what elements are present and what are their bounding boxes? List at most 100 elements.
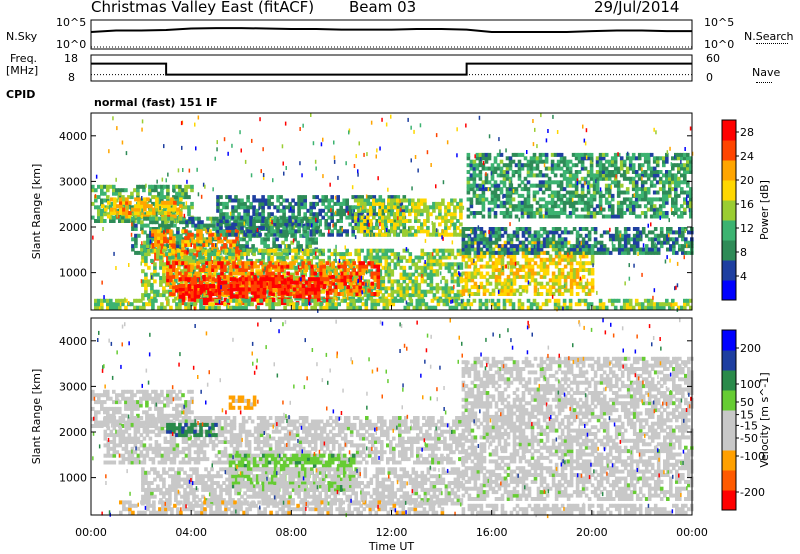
heatmap-cell (175, 195, 179, 200)
heatmap-cell (656, 240, 661, 245)
heatmap-cell (396, 222, 400, 227)
heatmap-cell (472, 190, 477, 195)
heatmap-cell (572, 227, 577, 231)
heatmap-cell (321, 248, 325, 253)
heatmap-cell (152, 237, 156, 242)
heatmap-cell (628, 176, 633, 181)
heatmap-cell (261, 248, 265, 253)
heatmap-cell (285, 222, 289, 227)
heatmap-cell (593, 237, 598, 242)
heatmap-cell (503, 230, 508, 235)
heatmap-cell (257, 250, 261, 255)
heatmap-cell (599, 244, 604, 249)
heatmap-cell (294, 252, 298, 257)
heatmap-cell (435, 289, 440, 294)
heatmap-cell (535, 190, 540, 195)
heatmap-cell (459, 232, 463, 237)
heatmap-cell (292, 292, 296, 296)
heatmap-cell (134, 214, 138, 219)
heatmap-cell (360, 195, 364, 200)
heatmap-cell (234, 205, 238, 210)
heatmap-cell (524, 264, 529, 269)
heatmap-cell (189, 255, 193, 260)
heatmap-cell (204, 265, 208, 270)
heatmap-cell (402, 289, 407, 294)
heatmap-cell (223, 268, 227, 272)
heatmap-cell (607, 170, 612, 174)
heatmap-cell (470, 237, 475, 242)
heatmap-cell (509, 237, 514, 242)
heatmap-cell (339, 229, 343, 234)
heatmap-cell (212, 223, 216, 228)
heatmap-cell (282, 215, 286, 220)
heatmap-cell (560, 247, 565, 252)
heatmap-cell (420, 255, 425, 260)
heatmap-cell (141, 282, 145, 287)
heatmap-cell (263, 244, 267, 249)
heatmap-cell (581, 285, 586, 290)
heatmap-cell (536, 237, 541, 242)
heatmap-cell (563, 288, 568, 293)
heatmap-cell (144, 258, 148, 263)
heatmap-cell (372, 198, 376, 203)
heatmap-cell (450, 279, 455, 284)
heatmap-cell (387, 286, 392, 291)
heatmap-cell (203, 223, 207, 228)
heatmap-cell (387, 201, 391, 206)
heatmap-cell (587, 250, 592, 255)
heatmap-cell (387, 208, 392, 213)
heatmap-cell (267, 201, 271, 206)
heatmap-cell (304, 264, 308, 269)
heatmap-cell (623, 230, 628, 235)
heatmap-cell (164, 220, 168, 225)
heatmap-cell (125, 200, 129, 205)
heatmap-cell (295, 271, 299, 276)
heatmap-cell (663, 233, 667, 238)
heatmap-cell (179, 237, 183, 242)
heatmap-cell (333, 296, 337, 301)
heatmap-cell (461, 230, 466, 235)
heatmap-cell (328, 280, 333, 285)
heatmap-cell (551, 244, 556, 249)
heatmap-cell (282, 225, 286, 230)
heatmap-cell (300, 269, 304, 274)
heatmap-cell (684, 244, 688, 249)
heatmap-cell (226, 261, 230, 266)
heatmap-cell (194, 227, 198, 231)
heatmap-cell (399, 289, 404, 294)
heatmap-cell (562, 204, 567, 209)
heatmap-cell (515, 237, 520, 242)
heatmap-cell (258, 232, 262, 237)
heatmap-cell (593, 244, 598, 249)
heatmap-cell (358, 285, 362, 290)
heatmap-cell (300, 255, 304, 260)
heatmap-cell (499, 200, 504, 205)
heatmap-cell (620, 247, 625, 252)
heatmap-cell (536, 230, 541, 235)
heatmap-cell (602, 250, 607, 255)
heatmap-cell (411, 293, 416, 298)
heatmap-cell (559, 166, 564, 171)
heatmap-cell (268, 271, 272, 276)
heatmap-cell (566, 271, 571, 276)
heatmap-cell (550, 207, 555, 212)
heatmap-cell (264, 198, 268, 203)
heatmap-cell (303, 198, 307, 203)
heatmap-cell (487, 156, 492, 161)
heatmap-cell (181, 301, 186, 306)
heatmap-cell (288, 201, 292, 206)
heatmap-cell (372, 255, 377, 260)
heatmap-cell (333, 201, 337, 206)
heatmap-cell (565, 176, 570, 181)
heatmap-cell (194, 223, 198, 228)
heatmap-cell (423, 269, 428, 274)
heatmap-cell (574, 200, 579, 205)
heatmap-cell (280, 297, 285, 302)
heatmap-cell (493, 180, 498, 185)
heatmap-cell (337, 292, 341, 296)
heatmap-cell (517, 176, 522, 181)
heatmap-cell (625, 170, 630, 174)
heatmap-cell (285, 252, 289, 257)
heatmap-cell (219, 195, 223, 200)
heatmap-cell (270, 195, 274, 200)
